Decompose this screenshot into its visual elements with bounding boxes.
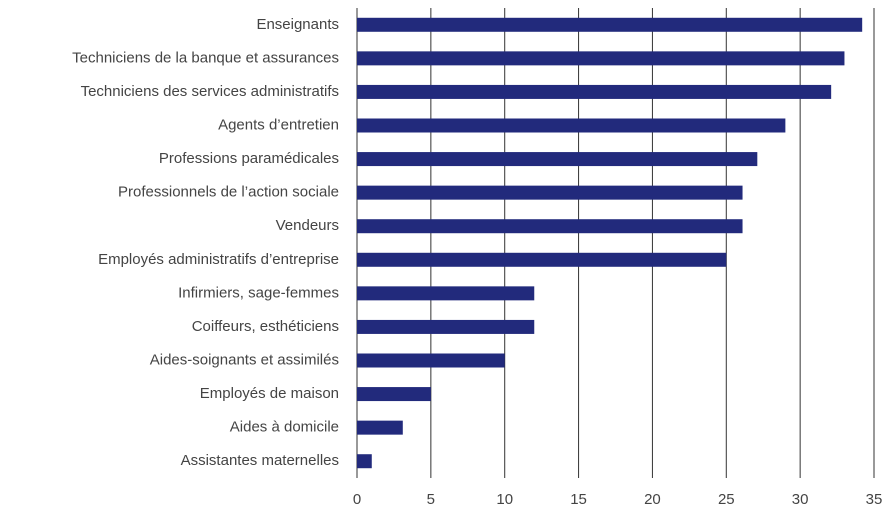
bar: [357, 17, 863, 32]
y-tick-label: Employés administratifs d’entreprise: [98, 251, 339, 268]
y-tick-label: Employés de maison: [200, 385, 339, 402]
bar: [357, 319, 535, 334]
bar: [357, 454, 372, 469]
bar: [357, 152, 758, 167]
y-tick-label: Professions paramédicales: [159, 150, 339, 167]
bar: [357, 84, 832, 99]
bar: [357, 118, 786, 133]
x-tick-label: 0: [353, 491, 361, 508]
bar: [357, 387, 431, 402]
y-tick-label: Assistantes maternelles: [181, 452, 339, 469]
x-tick-label: 15: [570, 491, 587, 508]
y-tick-label: Aides à domicile: [230, 419, 339, 436]
y-tick-label: Techniciens des services administratifs: [81, 83, 339, 100]
x-tick-label: 20: [644, 491, 661, 508]
bar: [357, 219, 743, 234]
bar: [357, 286, 535, 301]
y-tick-label: Agents d’entretien: [218, 116, 339, 133]
y-tick-label: Coiffeurs, esthéticiens: [192, 318, 339, 335]
y-tick-label: Infirmiers, sage-femmes: [178, 284, 339, 301]
x-tick-label: 5: [427, 491, 435, 508]
x-tick-label: 10: [496, 491, 513, 508]
x-tick-label: 30: [792, 491, 809, 508]
y-tick-label: Techniciens de la banque et assurances: [72, 49, 339, 66]
y-tick-label: Enseignants: [256, 16, 339, 33]
y-tick-label: Vendeurs: [276, 217, 339, 234]
bar: [357, 185, 743, 200]
bar: [357, 420, 403, 435]
y-tick-label: Professionnels de l’action sociale: [118, 184, 339, 201]
bar: [357, 353, 505, 368]
x-tick-label: 25: [718, 491, 735, 508]
bar: [357, 252, 727, 267]
y-tick-label: Aides-soignants et assimilés: [150, 351, 339, 368]
bar: [357, 51, 845, 66]
x-tick-label: 35: [866, 491, 883, 508]
